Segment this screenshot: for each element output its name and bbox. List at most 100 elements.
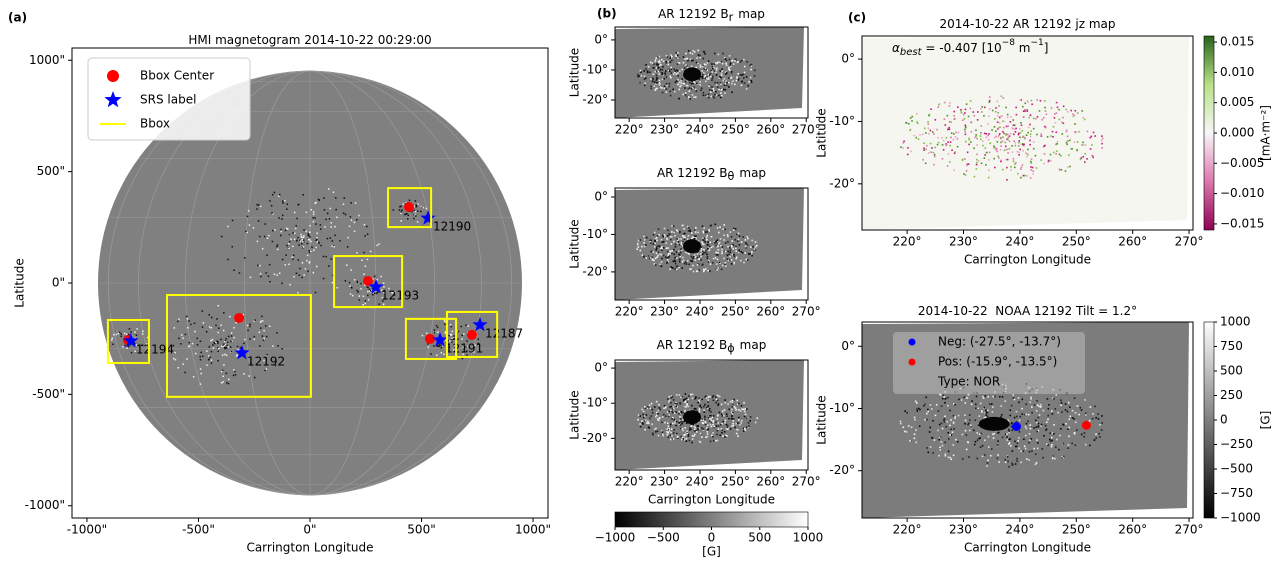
speckle xyxy=(721,246,724,248)
speckle xyxy=(733,253,735,256)
speckle xyxy=(979,402,982,405)
speckle xyxy=(1035,409,1038,412)
speckle xyxy=(1046,136,1049,138)
speckle xyxy=(702,230,705,233)
speckle xyxy=(187,345,190,348)
speckle xyxy=(652,73,655,76)
speckle xyxy=(682,61,685,64)
speckle xyxy=(684,427,686,429)
panel: 220° 230° 240° 250° 260° 270°0°-10°-20°Carrin… xyxy=(568,338,824,559)
speckle xyxy=(679,251,682,254)
speckle xyxy=(1088,419,1091,422)
speckle xyxy=(682,235,685,237)
speckle xyxy=(910,426,913,429)
speckle xyxy=(637,73,639,76)
speckle xyxy=(305,230,308,233)
speckle xyxy=(727,81,730,84)
speckle xyxy=(1038,414,1041,416)
x-tick-label: 260° xyxy=(756,305,785,319)
speckle xyxy=(643,75,646,78)
speckle xyxy=(1009,414,1012,417)
speckle xyxy=(902,426,905,429)
speckle xyxy=(726,234,729,236)
speckle xyxy=(686,430,688,433)
speckle xyxy=(656,236,658,239)
speckle xyxy=(330,226,332,228)
speckle xyxy=(353,279,356,281)
speckle xyxy=(1085,412,1087,415)
speckle xyxy=(957,414,960,417)
speckle xyxy=(656,63,658,66)
speckle xyxy=(742,236,744,238)
region-label: 12193 xyxy=(381,289,419,303)
speckle xyxy=(1043,153,1046,155)
speckle xyxy=(716,418,719,420)
speckle xyxy=(711,396,714,399)
speckle xyxy=(1100,139,1103,142)
speckle xyxy=(1092,413,1094,415)
speckle xyxy=(676,230,679,233)
speckle xyxy=(1055,101,1058,104)
speckle xyxy=(740,241,743,243)
speckle xyxy=(727,235,729,238)
speckle xyxy=(1009,438,1011,440)
speckle xyxy=(730,408,733,411)
speckle xyxy=(1058,448,1060,451)
speckle xyxy=(1030,398,1032,400)
speckle xyxy=(981,444,984,447)
title-subscript: r xyxy=(729,11,734,24)
speckle xyxy=(450,325,452,328)
speckle xyxy=(684,58,686,60)
speckle xyxy=(737,416,740,419)
speckle xyxy=(669,61,672,63)
speckle xyxy=(369,250,372,253)
speckle xyxy=(713,67,715,69)
speckle xyxy=(1073,114,1076,117)
speckle xyxy=(440,351,443,354)
speckle xyxy=(670,76,672,79)
speckle xyxy=(925,396,928,399)
speckle xyxy=(693,96,695,99)
speckle xyxy=(1043,145,1045,148)
speckle xyxy=(674,402,677,405)
speckle xyxy=(709,270,711,272)
speckle xyxy=(1027,131,1029,134)
speckle xyxy=(1067,401,1070,404)
speckle xyxy=(1024,102,1027,105)
speckle xyxy=(698,440,701,443)
speckle xyxy=(907,122,910,125)
speckle xyxy=(720,83,722,86)
speckle xyxy=(724,419,727,422)
speckle xyxy=(1012,160,1015,163)
speckle xyxy=(924,418,926,421)
speckle xyxy=(1068,418,1071,421)
speckle xyxy=(686,67,689,69)
speckle xyxy=(656,235,659,237)
speckle xyxy=(661,72,663,74)
speckle xyxy=(358,299,361,301)
speckle xyxy=(932,419,934,422)
speckle xyxy=(1060,155,1062,157)
speckle xyxy=(997,440,999,442)
speckle xyxy=(685,263,688,265)
speckle xyxy=(301,242,303,245)
speckle xyxy=(346,246,349,248)
speckle xyxy=(725,434,727,437)
speckle xyxy=(445,331,447,333)
speckle xyxy=(717,422,720,424)
speckle xyxy=(1006,158,1009,161)
speckle xyxy=(400,212,402,215)
speckle xyxy=(1059,169,1061,171)
speckle xyxy=(266,254,268,257)
speckle xyxy=(657,254,659,257)
speckle xyxy=(950,136,952,139)
speckle xyxy=(722,88,725,91)
speckle xyxy=(253,338,256,341)
speckle xyxy=(737,77,740,80)
y-axis-label: Latitude xyxy=(13,258,27,307)
speckle xyxy=(708,407,711,410)
speckle xyxy=(657,56,659,58)
speckle xyxy=(688,439,691,442)
speckle xyxy=(994,166,996,169)
speckle xyxy=(977,407,980,410)
